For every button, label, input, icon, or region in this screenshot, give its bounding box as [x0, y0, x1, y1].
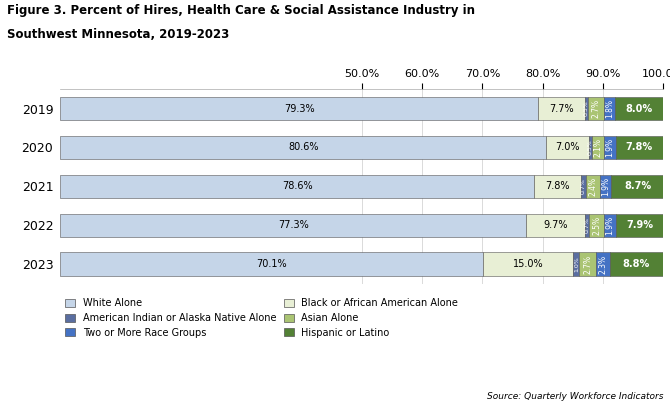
Bar [60, 192, 663, 206]
Bar [582, 175, 586, 198]
Bar [60, 213, 527, 237]
Bar [616, 136, 663, 159]
Bar [585, 97, 588, 120]
Text: 8.7%: 8.7% [624, 181, 651, 191]
Bar [586, 175, 600, 198]
Bar [60, 97, 539, 120]
Bar [588, 136, 592, 159]
Text: 7.8%: 7.8% [545, 181, 570, 191]
Text: 0.5%: 0.5% [584, 101, 589, 116]
Text: 1.9%: 1.9% [606, 138, 614, 157]
Text: 0.7%: 0.7% [584, 217, 590, 233]
Text: Figure 3. Percent of Hires, Health Care & Social Assistance Industry in: Figure 3. Percent of Hires, Health Care … [7, 4, 475, 17]
Bar [604, 213, 616, 237]
Bar [539, 97, 585, 120]
Bar [527, 213, 585, 237]
Text: 1.8%: 1.8% [605, 99, 614, 118]
Bar [60, 153, 663, 167]
Bar [534, 175, 582, 198]
Bar [604, 97, 615, 120]
Bar [585, 213, 589, 237]
Bar [483, 252, 574, 276]
Bar [604, 136, 616, 159]
Bar [546, 136, 588, 159]
Text: Source: Quarterly Workforce Indicators: Source: Quarterly Workforce Indicators [487, 392, 663, 401]
Text: 1.9%: 1.9% [606, 215, 614, 235]
Text: 7.7%: 7.7% [549, 104, 574, 113]
Text: 7.9%: 7.9% [626, 220, 653, 230]
Text: 15.0%: 15.0% [513, 259, 543, 269]
Bar [60, 175, 534, 198]
Bar [60, 136, 546, 159]
Bar [592, 136, 604, 159]
Text: 7.0%: 7.0% [555, 143, 580, 152]
Bar [615, 97, 663, 120]
Text: 2.1%: 2.1% [594, 138, 602, 157]
Bar [612, 175, 664, 198]
Bar [60, 114, 663, 128]
Legend: White Alone, American Indian or Alaska Native Alone, Two or More Race Groups, Bl: White Alone, American Indian or Alaska N… [65, 298, 458, 338]
Bar [60, 231, 663, 245]
Text: 70.1%: 70.1% [257, 259, 287, 269]
Text: 2.3%: 2.3% [598, 254, 607, 274]
Text: 2.7%: 2.7% [583, 254, 592, 274]
Text: 80.6%: 80.6% [288, 143, 318, 152]
Text: 7.8%: 7.8% [626, 143, 653, 152]
Text: 0.7%: 0.7% [581, 178, 586, 194]
Text: 2.7%: 2.7% [592, 99, 600, 118]
Bar [616, 213, 663, 237]
Text: 1.9%: 1.9% [601, 177, 610, 196]
Text: 2.5%: 2.5% [592, 215, 601, 235]
Text: 2.4%: 2.4% [588, 177, 597, 196]
Text: 8.8%: 8.8% [622, 259, 650, 269]
Text: 8.0%: 8.0% [626, 104, 653, 113]
Bar [596, 252, 610, 276]
Bar [588, 97, 604, 120]
Bar [610, 252, 663, 276]
Bar [60, 252, 483, 276]
Text: 78.6%: 78.6% [282, 181, 313, 191]
Bar [600, 175, 612, 198]
Bar [580, 252, 596, 276]
Text: Southwest Minnesota, 2019-2023: Southwest Minnesota, 2019-2023 [7, 28, 229, 41]
Text: 0.5%: 0.5% [588, 140, 592, 155]
Text: 79.3%: 79.3% [284, 104, 315, 113]
Text: 1.0%: 1.0% [574, 256, 579, 272]
Bar [574, 252, 580, 276]
Text: 77.3%: 77.3% [278, 220, 309, 230]
Text: 9.7%: 9.7% [543, 220, 568, 230]
Bar [589, 213, 604, 237]
